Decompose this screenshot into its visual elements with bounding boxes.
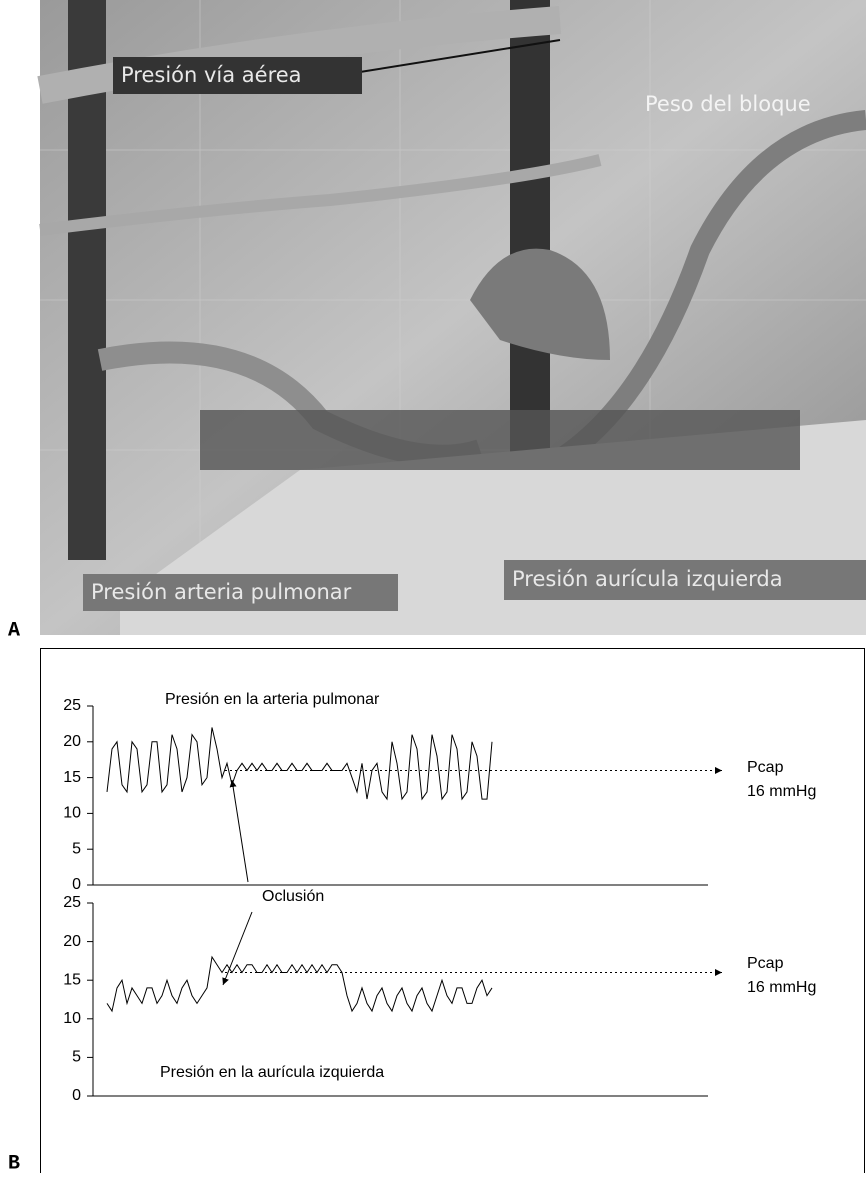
figure: Presión vía aérea Peso del bloque Presió… <box>0 0 866 1173</box>
y-tick-label: 25 <box>63 894 81 911</box>
annotation: Oclusión <box>262 888 324 905</box>
photo-label: Presión arteria pulmonar <box>91 580 352 604</box>
y-tick-label: 10 <box>63 1010 81 1027</box>
reference-name: Pcap <box>747 759 784 776</box>
arrow <box>223 912 252 985</box>
y-tick-label: 15 <box>63 769 81 786</box>
photo-label: Presión aurícula izquierda <box>512 567 783 591</box>
y-tick-label: 15 <box>63 971 81 988</box>
y-tick-label: 5 <box>72 840 81 857</box>
y-tick-label: 20 <box>63 933 81 950</box>
y-tick-label: 20 <box>63 733 81 750</box>
y-tick-label: 0 <box>72 876 81 893</box>
panel-label: A <box>8 619 20 642</box>
y-tick-label: 0 <box>72 1087 81 1104</box>
photo-label: Presión vía aérea <box>121 63 302 87</box>
reference-name: Pcap <box>747 955 784 972</box>
arrow <box>232 780 248 882</box>
reference-label: 16 mmHg <box>747 979 816 996</box>
photo: Presión vía aérea Peso del bloque Presió… <box>40 0 866 635</box>
y-tick-label: 5 <box>72 1049 81 1066</box>
reference-label: 16 mmHg <box>747 783 816 800</box>
panel-frame <box>41 649 865 1174</box>
y-tick-label: 10 <box>63 805 81 822</box>
photo-label: Peso del bloque <box>645 92 811 116</box>
trace <box>107 957 492 1011</box>
chart-title: Presión en la arteria pulmonar <box>165 691 380 708</box>
y-tick-label: 25 <box>63 697 81 714</box>
trace <box>107 727 492 799</box>
panel-label: B <box>8 1152 20 1173</box>
chart-title: Presión en la aurícula izquierda <box>160 1064 384 1081</box>
